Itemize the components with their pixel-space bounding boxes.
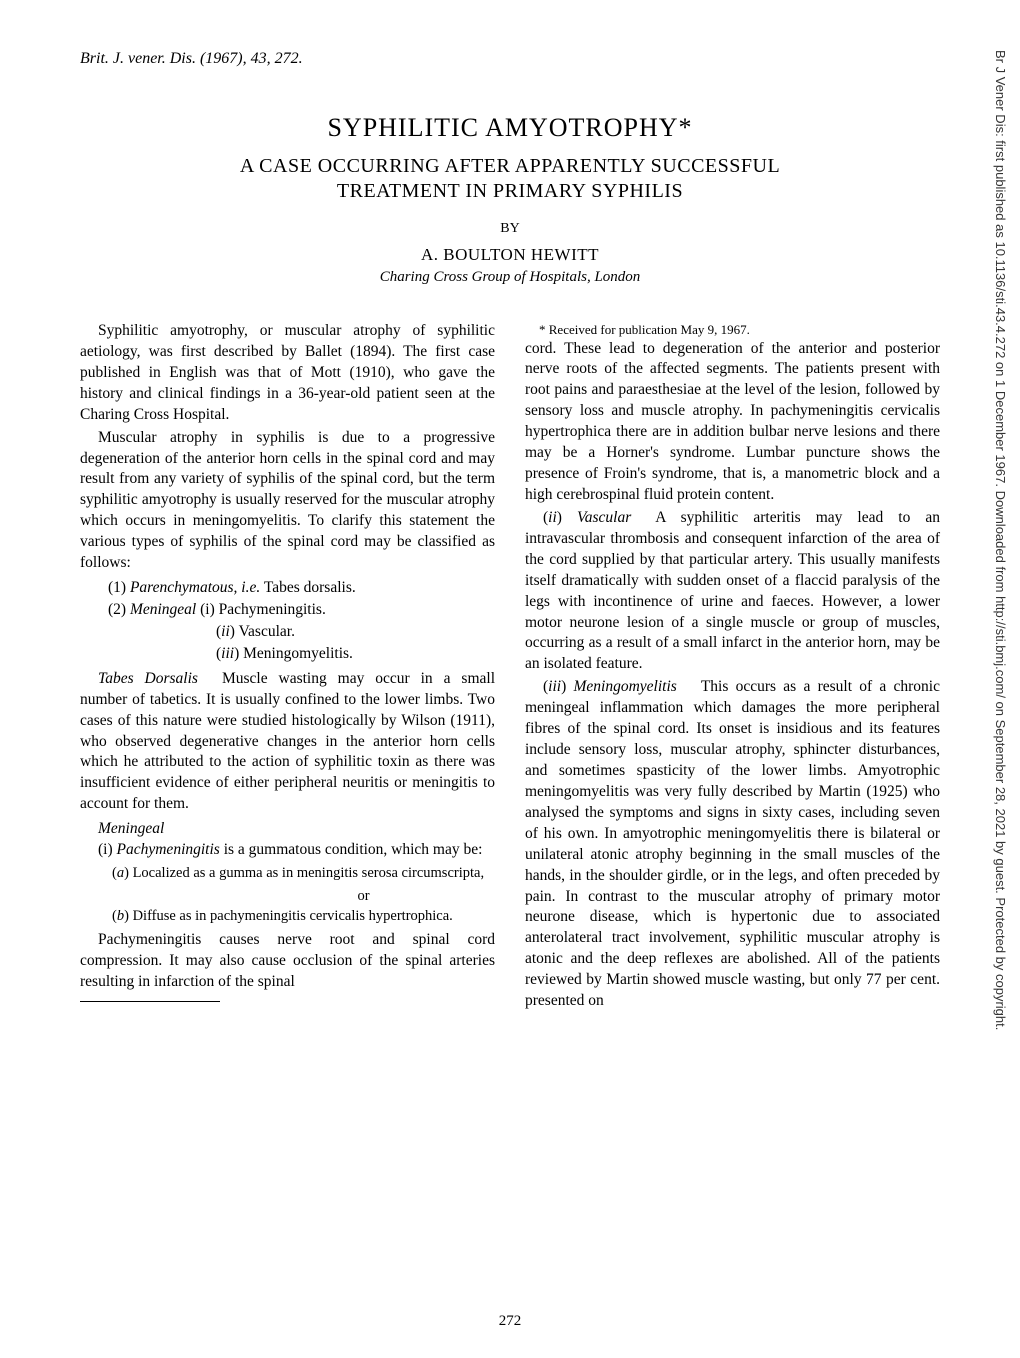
class2c-prefix-italic: iii bbox=[221, 645, 234, 662]
class2-rest: (i) Pachymeningitis. bbox=[196, 601, 326, 618]
byline: BY bbox=[80, 221, 940, 237]
sublist-b: (b) Diffuse as in pachymeningitis cervic… bbox=[112, 907, 495, 927]
pachy-italic: Pachymeningitis bbox=[117, 841, 220, 858]
pachy-text: is a gummatous condition, which may be: bbox=[220, 841, 483, 858]
class1-prefix: (1) bbox=[108, 579, 130, 596]
or-separator: or bbox=[232, 887, 495, 907]
vascular-italic: Vascular bbox=[577, 509, 631, 526]
tabes-heading: Tabes Dorsalis bbox=[98, 670, 198, 687]
page-number: 272 bbox=[499, 1313, 522, 1330]
article-subtitle-line1: A CASE OCCURRING AFTER APPARENTLY SUCCES… bbox=[80, 155, 940, 178]
pachy-prefix: (i) bbox=[98, 841, 117, 858]
class2-italic: Meningeal bbox=[130, 601, 196, 618]
sublist-a-text: Localized as a gumma as in meningitis se… bbox=[133, 865, 485, 881]
sublist-b-letter: b bbox=[117, 908, 124, 924]
meningo-paragraph: (iii) MeningomyelitisThis occurs as a re… bbox=[525, 677, 940, 1012]
sublist-a: (a) Localized as a gumma as in meningiti… bbox=[112, 864, 495, 884]
class1-rest: Tabes dorsalis. bbox=[260, 579, 356, 596]
author-name: A. BOULTON HEWITT bbox=[80, 245, 940, 265]
sidebar-copyright-text: Br J Vener Dis: first published as 10.11… bbox=[993, 50, 1008, 1310]
classification-item-2b: (ii) Vascular. bbox=[216, 622, 495, 643]
tabes-text: Muscle wasting may occur in a small numb… bbox=[80, 670, 495, 813]
vascular-prefix: (ii) bbox=[543, 509, 577, 526]
paragraph-1: Syphilitic amyotrophy, or muscular atrop… bbox=[80, 321, 495, 426]
classification-item-1: (1) Parenchymatous, i.e. Tabes dorsalis. bbox=[108, 578, 495, 599]
footnote-text: * Received for publication May 9, 1967. bbox=[525, 321, 940, 339]
class2b-prefix-italic: ii bbox=[221, 623, 230, 640]
classification-item-2c: (iii) Meningomyelitis. bbox=[216, 644, 495, 665]
classification-item-2: (2) Meningeal (i) Pachymeningitis. bbox=[108, 600, 495, 621]
paragraph-4: cord. These lead to degeneration of the … bbox=[525, 339, 940, 506]
paragraph-2: Muscular atrophy in syphilis is due to a… bbox=[80, 428, 495, 574]
vascular-text: A syphilitic arteritis may lead to an in… bbox=[525, 509, 940, 672]
article-title: SYPHILITIC AMYOTROPHY* bbox=[80, 113, 940, 143]
class2b-rest: Vascular. bbox=[239, 623, 295, 640]
meningo-italic: Meningomyelitis bbox=[574, 678, 677, 695]
class2c-rest: Meningomyelitis. bbox=[243, 645, 353, 662]
sublist-b-text: Diffuse as in pachymeningitis cervicalis… bbox=[133, 908, 453, 924]
paragraph-3: Pachymeningitis causes nerve root and sp… bbox=[80, 930, 495, 993]
author-affiliation: Charing Cross Group of Hospitals, London bbox=[80, 269, 940, 286]
journal-citation: Brit. J. vener. Dis. (1967), 43, 272. bbox=[80, 50, 940, 68]
meningeal-heading: Meningeal bbox=[80, 819, 495, 840]
class2-prefix: (2) bbox=[108, 601, 130, 618]
class1-italic: Parenchymatous, i.e. bbox=[130, 579, 260, 596]
body-columns: Syphilitic amyotrophy, or muscular atrop… bbox=[80, 321, 940, 1012]
meningo-prefix: (iii) bbox=[543, 678, 574, 695]
sublist-a-letter: a bbox=[117, 865, 124, 881]
tabes-paragraph: Tabes DorsalisMuscle wasting may occur i… bbox=[80, 669, 495, 815]
classification-list: (1) Parenchymatous, i.e. Tabes dorsalis.… bbox=[108, 578, 495, 665]
meningo-text: This occurs as a result of a chronic men… bbox=[525, 678, 940, 1009]
article-subtitle-line2: TREATMENT IN PRIMARY SYPHILIS bbox=[80, 180, 940, 203]
vascular-paragraph: (ii) VascularA syphilitic arteritis may … bbox=[525, 508, 940, 675]
pachy-sublist: (a) Localized as a gumma as in meningiti… bbox=[112, 864, 495, 927]
footnote-rule bbox=[80, 1001, 220, 1002]
pachy-paragraph: (i) Pachymeningitis is a gummatous condi… bbox=[80, 840, 495, 861]
